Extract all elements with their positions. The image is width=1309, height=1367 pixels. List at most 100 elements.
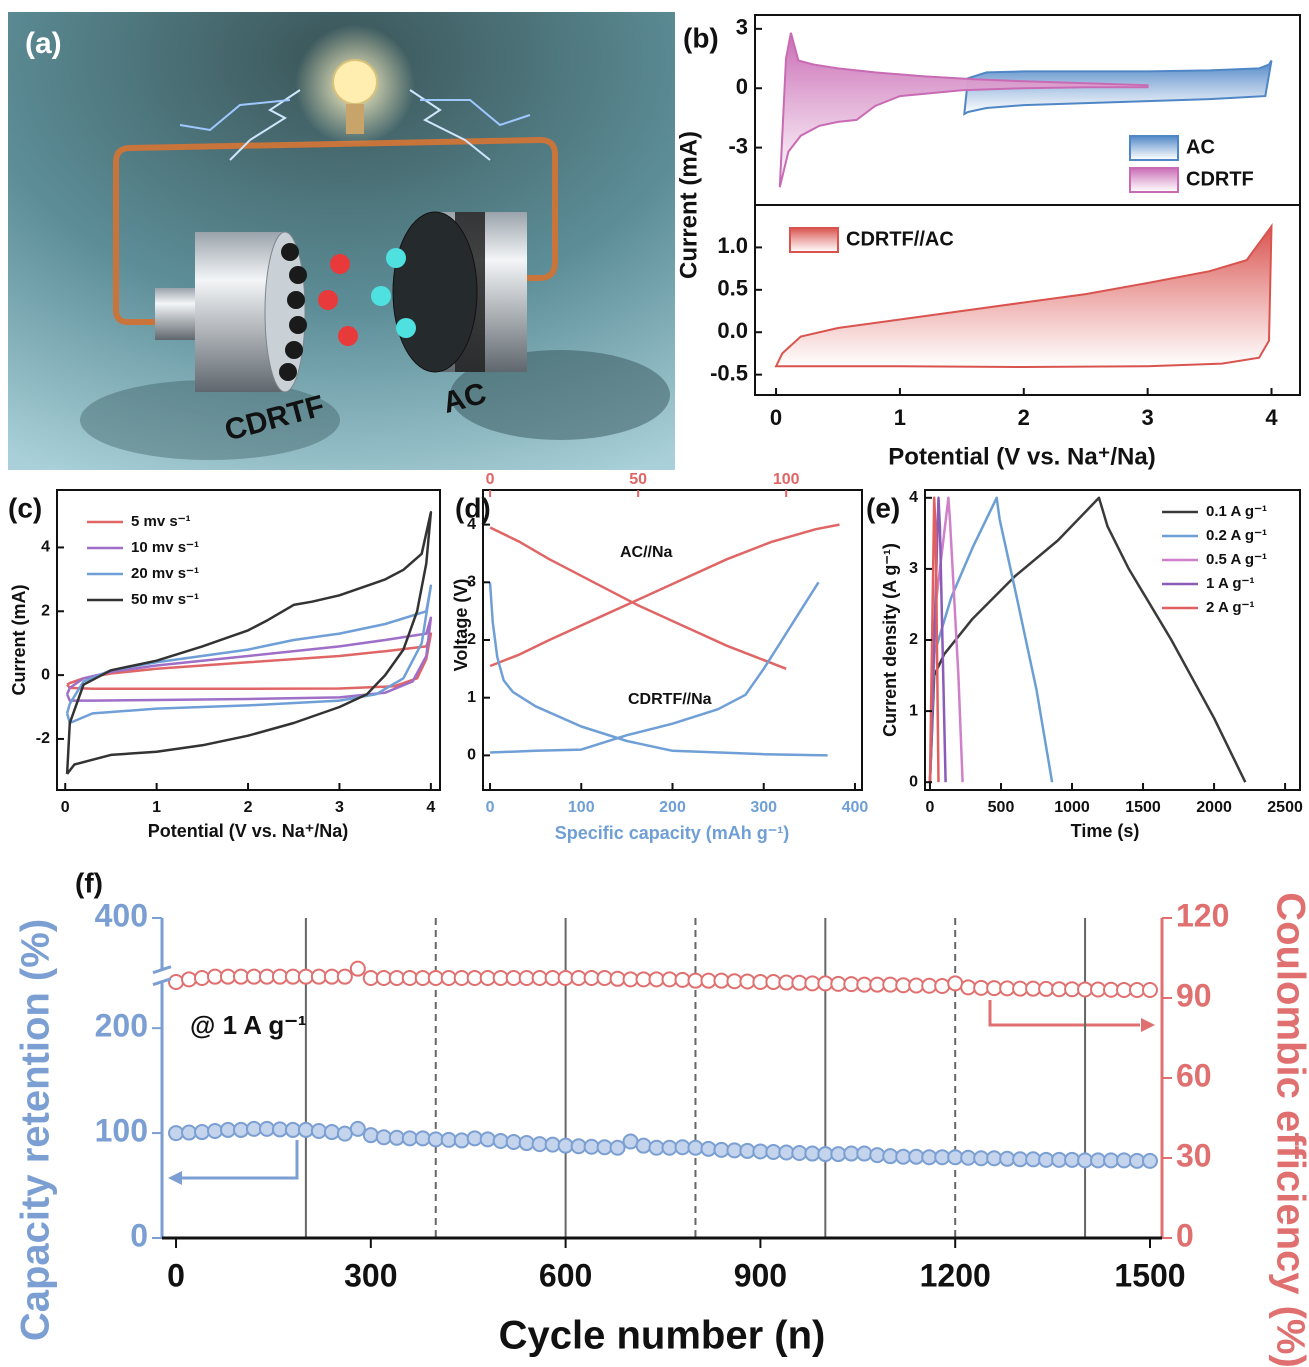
y-tick-label: 2: [909, 631, 918, 648]
marker: [1077, 1152, 1094, 1169]
x-axis-label: Cycle number (n): [499, 1314, 826, 1358]
panel: (c) -2 0 2 4 0 1 2 3 4 Current (mA) Potential (V vs…: [8, 489, 441, 841]
arrowhead: [168, 1171, 182, 1185]
marker: [895, 1148, 912, 1165]
legend-label: 0.2 A g⁻¹: [1206, 527, 1267, 544]
marker: [479, 970, 496, 986]
marker: [804, 1145, 821, 1162]
marker: [168, 974, 185, 990]
axis-break: [152, 977, 172, 987]
marker: [1025, 980, 1042, 997]
x2-tick-label: 0: [486, 471, 495, 488]
x-tick-label: 300: [344, 1257, 397, 1293]
marker: [232, 968, 249, 985]
marker: [999, 1150, 1016, 1167]
x-tick-label: 4: [426, 799, 435, 816]
x-tick-label: 1500: [1125, 799, 1161, 816]
marker: [427, 1131, 444, 1148]
y-tick-label: 4: [41, 539, 50, 556]
marker: [245, 968, 262, 985]
y2-axis-label: Coulombic efficiency (%): [1268, 892, 1309, 1367]
marker: [700, 972, 717, 989]
line: [928, 496, 947, 783]
marker: [544, 1136, 561, 1153]
marker: [583, 1138, 600, 1155]
ball: [289, 266, 307, 284]
panel-label: (f): [75, 867, 103, 898]
y-tick-label: 200: [95, 1008, 148, 1044]
y-tick-label: 100: [95, 1113, 148, 1149]
marker: [908, 977, 925, 994]
x-tick-label: 0: [486, 799, 495, 816]
axis-break: [152, 965, 172, 975]
marker: [1064, 1151, 1081, 1168]
legend-swatch: [789, 227, 839, 253]
marker: [895, 977, 912, 994]
y-tick-label: 0.5: [717, 276, 748, 301]
marker: [181, 971, 198, 988]
marker: [752, 974, 769, 990]
marker: [739, 973, 756, 990]
marker: [388, 1129, 405, 1146]
y-tick-label: 1: [909, 702, 918, 719]
panel: (e) 0 1 2 3 4 0 500 1000 1500 2000 2500 Current dens…: [866, 489, 1303, 841]
marker: [843, 976, 860, 993]
marker: [258, 968, 275, 985]
plot-frame: [754, 204, 1301, 396]
panel-label: (b): [683, 22, 719, 53]
anions: [279, 243, 307, 381]
marker: [908, 1148, 925, 1165]
x-axis-label: Time (s): [1071, 821, 1140, 841]
marker: [466, 970, 483, 986]
marker: [518, 970, 535, 986]
line: [488, 582, 828, 757]
y-tick-label: 1.0: [717, 233, 748, 258]
legend-label: AC: [1186, 136, 1215, 158]
marker: [1141, 982, 1158, 998]
marker: [401, 970, 418, 986]
marker: [973, 1150, 990, 1167]
plot-frame: [482, 489, 863, 791]
arrows: [168, 1000, 1155, 1185]
marker: [830, 1146, 847, 1163]
legend-label: 1 A g⁻¹: [1206, 575, 1254, 592]
marker: [752, 1143, 769, 1160]
marker: [375, 1129, 392, 1146]
ball: [318, 290, 338, 310]
marker: [1116, 982, 1133, 998]
x-tick-label: 1: [894, 405, 906, 430]
y-tick-label: 0: [41, 666, 50, 683]
marker: [219, 1121, 236, 1138]
annotation: @ 1 A g⁻¹: [190, 1010, 307, 1040]
marker: [609, 970, 626, 987]
marker: [492, 1132, 509, 1149]
ball: [281, 243, 299, 261]
marker: [778, 974, 795, 991]
marker: [635, 971, 652, 988]
marker: [830, 975, 847, 992]
x-tick-label: 1000: [1054, 799, 1090, 816]
legend-label: 0.1 A g⁻¹: [1206, 503, 1267, 520]
x-tick-label: 3: [1142, 405, 1154, 430]
marker: [1038, 980, 1055, 997]
y-tick-label: 3: [467, 574, 476, 591]
marker: [1129, 1152, 1146, 1169]
line: [489, 581, 820, 754]
x-tick-label: 3: [335, 799, 344, 816]
illustration: (a) CDRTF AC: [8, 12, 675, 470]
panel: -0.5 0.0 0.5 1.0 0 1 2 3 4 Potential (V vs. Na⁺/N…: [710, 204, 1301, 470]
y-tick-label: 400: [95, 897, 148, 933]
arrowhead: [1141, 1018, 1155, 1032]
marker: [310, 1122, 327, 1139]
line: [66, 632, 433, 691]
marker: [531, 970, 548, 986]
legend-label: 50 mv s⁻¹: [131, 591, 199, 608]
y-tick-label: 4: [909, 489, 918, 506]
marker: [284, 1121, 301, 1138]
marker: [934, 978, 951, 994]
marker: [570, 1138, 587, 1155]
spark: [179, 99, 291, 132]
x-tick-label: 0: [770, 405, 782, 430]
